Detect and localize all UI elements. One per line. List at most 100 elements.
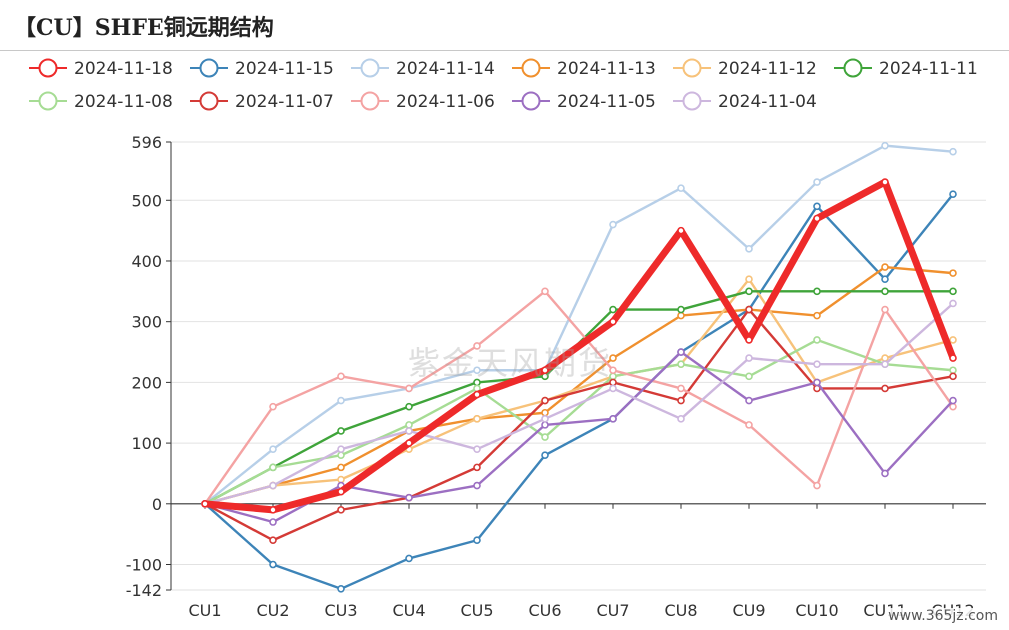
legend-item: 2024-11-04 [673,91,817,112]
data-point [405,493,413,502]
data-point [541,396,549,405]
x-tick-label: CU1 [188,601,221,620]
chart-title: 【CU】SHFE铜远期结构 [14,15,274,41]
data-point [473,445,481,453]
data-point [745,396,753,405]
legend-label: 2024-11-18 [74,59,173,79]
legend-marker [360,91,380,111]
data-point [745,372,753,381]
series-line [203,193,955,590]
y-tick-label: 500 [131,191,162,210]
data-point [473,463,481,472]
legend-marker [199,58,219,78]
series-line [203,144,955,505]
data-point [949,190,957,199]
legend-item: 2024-11-11 [834,58,978,79]
data-point [745,305,753,314]
data-point [745,354,753,362]
legend-label: 2024-11-15 [235,59,334,79]
legend-label: 2024-11-07 [235,92,334,112]
legend-marker [38,58,58,78]
data-point [609,384,617,393]
series-lines [201,141,957,593]
legend-item: 2024-11-08 [29,91,173,112]
data-point [473,342,481,350]
data-point [541,451,549,460]
data-point [541,415,549,423]
data-point [337,445,345,453]
series-line [203,277,955,505]
data-point [609,220,617,229]
data-point [269,463,277,472]
x-tick-label: CU8 [664,601,697,620]
data-point [677,305,685,314]
data-point [745,287,753,296]
data-point [541,287,549,296]
x-tick-label: CU3 [324,601,357,620]
data-point [881,354,889,362]
y-tick-label: 400 [131,252,162,271]
data-point [881,384,889,393]
data-point [949,336,957,344]
legend-marker [843,58,863,78]
legend-marker [682,91,702,111]
data-point [949,269,957,277]
y-tick-label: 0 [152,495,162,514]
data-point [269,518,277,526]
data-point [949,147,957,156]
legend-item: 2024-11-15 [190,58,334,79]
data-point [337,396,345,405]
data-point [405,402,413,411]
data-point [269,445,277,453]
series-line [201,178,957,514]
legend-item: 2024-11-07 [190,91,334,112]
data-point [881,178,889,186]
legend-label: 2024-11-06 [396,92,495,112]
data-point [609,354,617,362]
data-point [745,275,753,283]
legend-item: 2024-11-14 [351,58,495,79]
legend: 2024-11-18 2024-11-15 2024-11-14 2024-11-13… [29,58,978,112]
data-point [541,421,549,429]
y-tick-label: -142 [126,581,162,600]
data-point [677,415,685,423]
data-point [745,245,753,253]
data-point [881,360,889,368]
x-tick-label: CU9 [732,601,765,620]
series-2024-11-18 [201,178,957,514]
data-point [881,287,889,296]
data-point [677,360,685,368]
data-point [269,506,277,514]
data-point [541,408,549,417]
data-point [813,202,821,211]
y-tick-label: 300 [131,313,162,332]
data-point [541,366,549,375]
data-point [677,226,685,235]
data-point [337,427,345,435]
title-divider [0,50,1009,51]
data-point [473,366,481,375]
data-point [269,402,277,411]
data-point [813,214,821,223]
data-point [405,427,413,435]
watermark-text: 紫金天风期货 [408,344,613,382]
data-point [337,584,345,593]
x-tick-label: CU4 [392,601,425,620]
data-point [881,263,889,271]
data-point [337,487,345,496]
series-line [203,290,955,505]
data-point [473,481,481,490]
legend-item: 2024-11-13 [512,58,656,79]
data-point [201,499,209,508]
data-point [881,275,889,283]
data-point [745,336,753,344]
series-2024-11-08 [201,336,957,508]
data-point [745,421,753,429]
x-tick-label: CU10 [795,601,838,620]
data-point [269,536,277,545]
y-tick-label: -100 [126,556,162,575]
data-point [473,390,481,399]
data-point [609,317,617,326]
data-point [881,469,889,478]
data-point [337,506,345,514]
